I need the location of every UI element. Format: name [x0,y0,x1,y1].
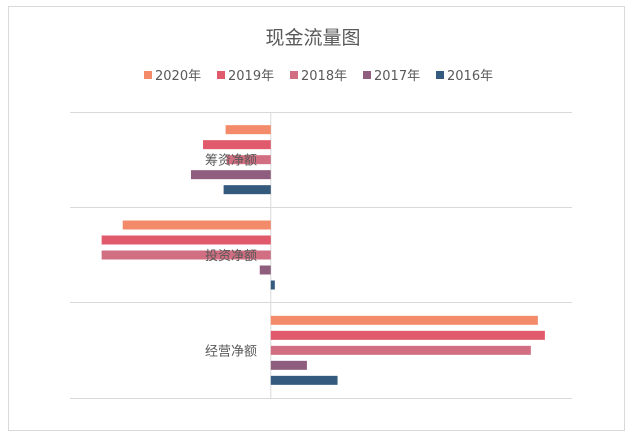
bar-series-1-category-1 [225,125,271,135]
plot-area: 筹资净额 投资净额 经营净额 [70,112,572,399]
legend-label: 2018年 [301,69,347,84]
bar-series-3-category-3 [270,345,531,355]
legend-item-2018: 2018年 [290,69,347,84]
bar-series-5-category-2 [270,280,275,290]
bar-series-1-category-3 [270,315,538,325]
legend-label: 2019年 [228,69,274,84]
chart-title: 现金流量图 [265,27,360,49]
legend-item-2019: 2019年 [217,69,274,84]
bar-series-5-category-1 [223,185,271,195]
bar-series-3-category-1 [226,155,271,165]
legend-label: 2016年 [447,69,493,84]
bar-series-5-category-3 [270,375,338,385]
bar-series-3-category-2 [101,250,271,260]
legend-swatch [144,71,152,79]
bar-series-4-category-3 [270,360,307,370]
legend: 2020年 2019年 2018年 2017年 2016年 [144,69,493,84]
legend-swatch [363,71,371,79]
bar-series-2-category-2 [101,235,271,245]
legend-swatch [217,71,225,79]
category-label-operating: 经营净额 [205,345,257,360]
bar-series-4-category-2 [259,265,271,275]
category-axis-labels: 筹资净额 投资净额 经营净额 [205,153,257,360]
bar-series-1-category-2 [122,220,271,230]
legend-swatch [290,71,298,79]
legend-item-2020: 2020年 [144,69,201,84]
legend-label: 2017年 [374,69,420,84]
bar-series-4-category-1 [190,170,271,180]
legend-item-2017: 2017年 [363,69,420,84]
category-label-financing: 筹资净额 [205,153,257,169]
category-label-investing: 投资净额 [205,248,257,264]
chart-border [8,6,625,431]
bars-group [101,125,545,385]
bar-series-2-category-3 [270,330,545,340]
legend-label: 2020年 [155,69,201,84]
legend-item-2016: 2016年 [436,69,493,84]
bar-series-2-category-1 [203,140,271,150]
legend-swatch [436,71,444,79]
